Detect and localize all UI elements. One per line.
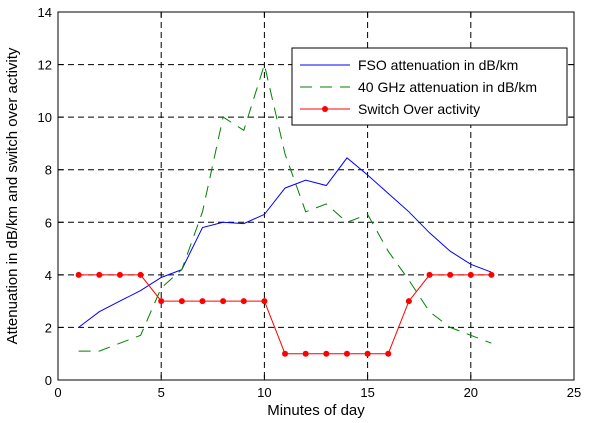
data-point-switch-over-activity	[447, 271, 454, 278]
data-point-switch-over-activity	[158, 298, 165, 305]
series-line-fso-attenuation-in-db-km	[78, 157, 492, 328]
ticks: 0 5 10 15 20 25 0 2 4 6 8 10 12 14	[38, 5, 582, 400]
x-tick-label: 20	[464, 385, 478, 400]
legend: FSO attenuation in dB/km 40 GHz attenuati…	[291, 47, 568, 126]
data-point-switch-over-activity	[343, 350, 350, 357]
data-point-switch-over-activity	[323, 350, 330, 357]
y-tick-label: 14	[38, 5, 52, 20]
y-axis-label: Attenuation in dB/km and switch over act…	[4, 47, 21, 344]
data-point-switch-over-activity	[364, 350, 371, 357]
data-point-switch-over-activity	[488, 271, 495, 278]
legend-box	[291, 47, 568, 126]
legend-label-fso-attenuation-in-db-km: FSO attenuation in dB/km	[358, 57, 518, 73]
legend-label-switch-over-activity: Switch Over activity	[358, 101, 480, 117]
x-tick-label: 0	[54, 385, 61, 400]
x-tick-label: 25	[567, 385, 581, 400]
y-tick-label: 8	[45, 163, 52, 178]
data-point-switch-over-activity	[385, 350, 392, 357]
x-tick-label: 15	[360, 385, 374, 400]
x-axis-label: Minutes of day	[267, 402, 365, 419]
data-point-switch-over-activity	[96, 271, 103, 278]
y-tick-label: 2	[45, 320, 52, 335]
data-point-switch-over-activity	[302, 350, 309, 357]
series-line-40-ghz-attenuation-in-db-km	[78, 62, 492, 352]
legend-marker-switch-over-activity	[322, 106, 328, 112]
data-point-switch-over-activity	[240, 298, 247, 305]
y-tick-label: 0	[45, 373, 52, 388]
data-point-switch-over-activity	[199, 298, 206, 305]
legend-label-40-ghz-attenuation-in-db-km: 40 GHz attenuation in dB/km	[358, 79, 537, 95]
data-point-switch-over-activity	[137, 271, 144, 278]
data-point-switch-over-activity	[467, 271, 474, 278]
data-point-switch-over-activity	[405, 298, 412, 305]
data-point-switch-over-activity	[282, 350, 289, 357]
y-tick-label: 12	[38, 58, 52, 73]
x-tick-label: 5	[158, 385, 165, 400]
x-tick-label: 10	[257, 385, 271, 400]
data-point-switch-over-activity	[220, 298, 227, 305]
y-tick-label: 10	[38, 110, 52, 125]
data-point-switch-over-activity	[261, 298, 268, 305]
data-point-switch-over-activity	[116, 271, 123, 278]
y-tick-label: 4	[45, 268, 52, 283]
y-tick-label: 6	[45, 215, 52, 230]
data-point-switch-over-activity	[426, 271, 433, 278]
data-point-switch-over-activity	[178, 298, 185, 305]
data-point-switch-over-activity	[75, 271, 82, 278]
plot-frame	[57, 11, 575, 381]
series-layer	[75, 62, 495, 357]
